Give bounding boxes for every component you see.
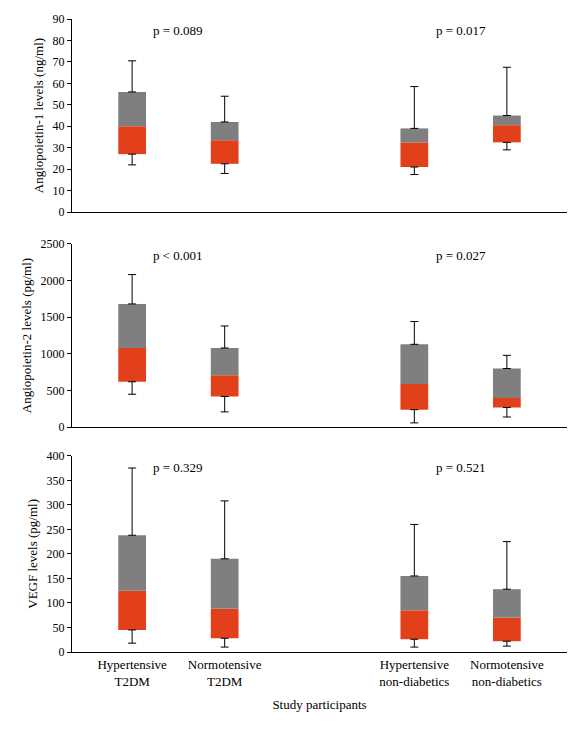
- svg-text:Angiopoietin-1 levels (ng/ml): Angiopoietin-1 levels (ng/ml): [31, 38, 46, 193]
- svg-text:400: 400: [47, 449, 65, 463]
- svg-text:Study participants: Study participants: [272, 697, 366, 712]
- svg-text:80: 80: [53, 34, 65, 48]
- svg-text:Normotensivenon-diabetics: Normotensivenon-diabetics: [470, 657, 544, 689]
- svg-text:p < 0.001: p < 0.001: [153, 248, 203, 263]
- svg-text:Angiopoietin-2 levels (pg/ml): Angiopoietin-2 levels (pg/ml): [19, 258, 34, 413]
- svg-text:1500: 1500: [41, 310, 65, 324]
- svg-text:HypertensiveT2DM: HypertensiveT2DM: [97, 657, 167, 689]
- svg-text:VEGF levels (pg/ml): VEGF levels (pg/ml): [25, 499, 40, 609]
- svg-text:50: 50: [53, 98, 65, 112]
- svg-text:p = 0.027: p = 0.027: [436, 248, 486, 263]
- svg-text:0: 0: [59, 205, 65, 219]
- svg-text:40: 40: [53, 119, 65, 133]
- svg-text:200: 200: [47, 547, 65, 561]
- svg-text:2500: 2500: [41, 237, 65, 251]
- svg-text:p = 0.089: p = 0.089: [153, 23, 203, 38]
- svg-text:300: 300: [47, 498, 65, 512]
- svg-text:Hypertensivenon-diabetics: Hypertensivenon-diabetics: [379, 657, 449, 689]
- svg-text:350: 350: [47, 474, 65, 488]
- svg-text:p = 0.521: p = 0.521: [436, 460, 486, 475]
- svg-text:1000: 1000: [41, 347, 65, 361]
- svg-text:60: 60: [53, 77, 65, 91]
- svg-text:p = 0.329: p = 0.329: [153, 460, 203, 475]
- svg-text:50: 50: [53, 621, 65, 635]
- svg-text:20: 20: [53, 162, 65, 176]
- svg-text:250: 250: [47, 523, 65, 537]
- svg-text:150: 150: [47, 572, 65, 586]
- svg-text:0: 0: [59, 645, 65, 659]
- svg-text:2000: 2000: [41, 274, 65, 288]
- svg-text:0: 0: [59, 420, 65, 434]
- svg-text:90: 90: [53, 12, 65, 26]
- svg-text:500: 500: [47, 384, 65, 398]
- svg-text:NormotensiveT2DM: NormotensiveT2DM: [188, 657, 262, 689]
- svg-text:10: 10: [53, 184, 65, 198]
- svg-text:100: 100: [47, 596, 65, 610]
- svg-text:p = 0.017: p = 0.017: [436, 23, 486, 38]
- svg-text:70: 70: [53, 55, 65, 69]
- svg-text:30: 30: [53, 141, 65, 155]
